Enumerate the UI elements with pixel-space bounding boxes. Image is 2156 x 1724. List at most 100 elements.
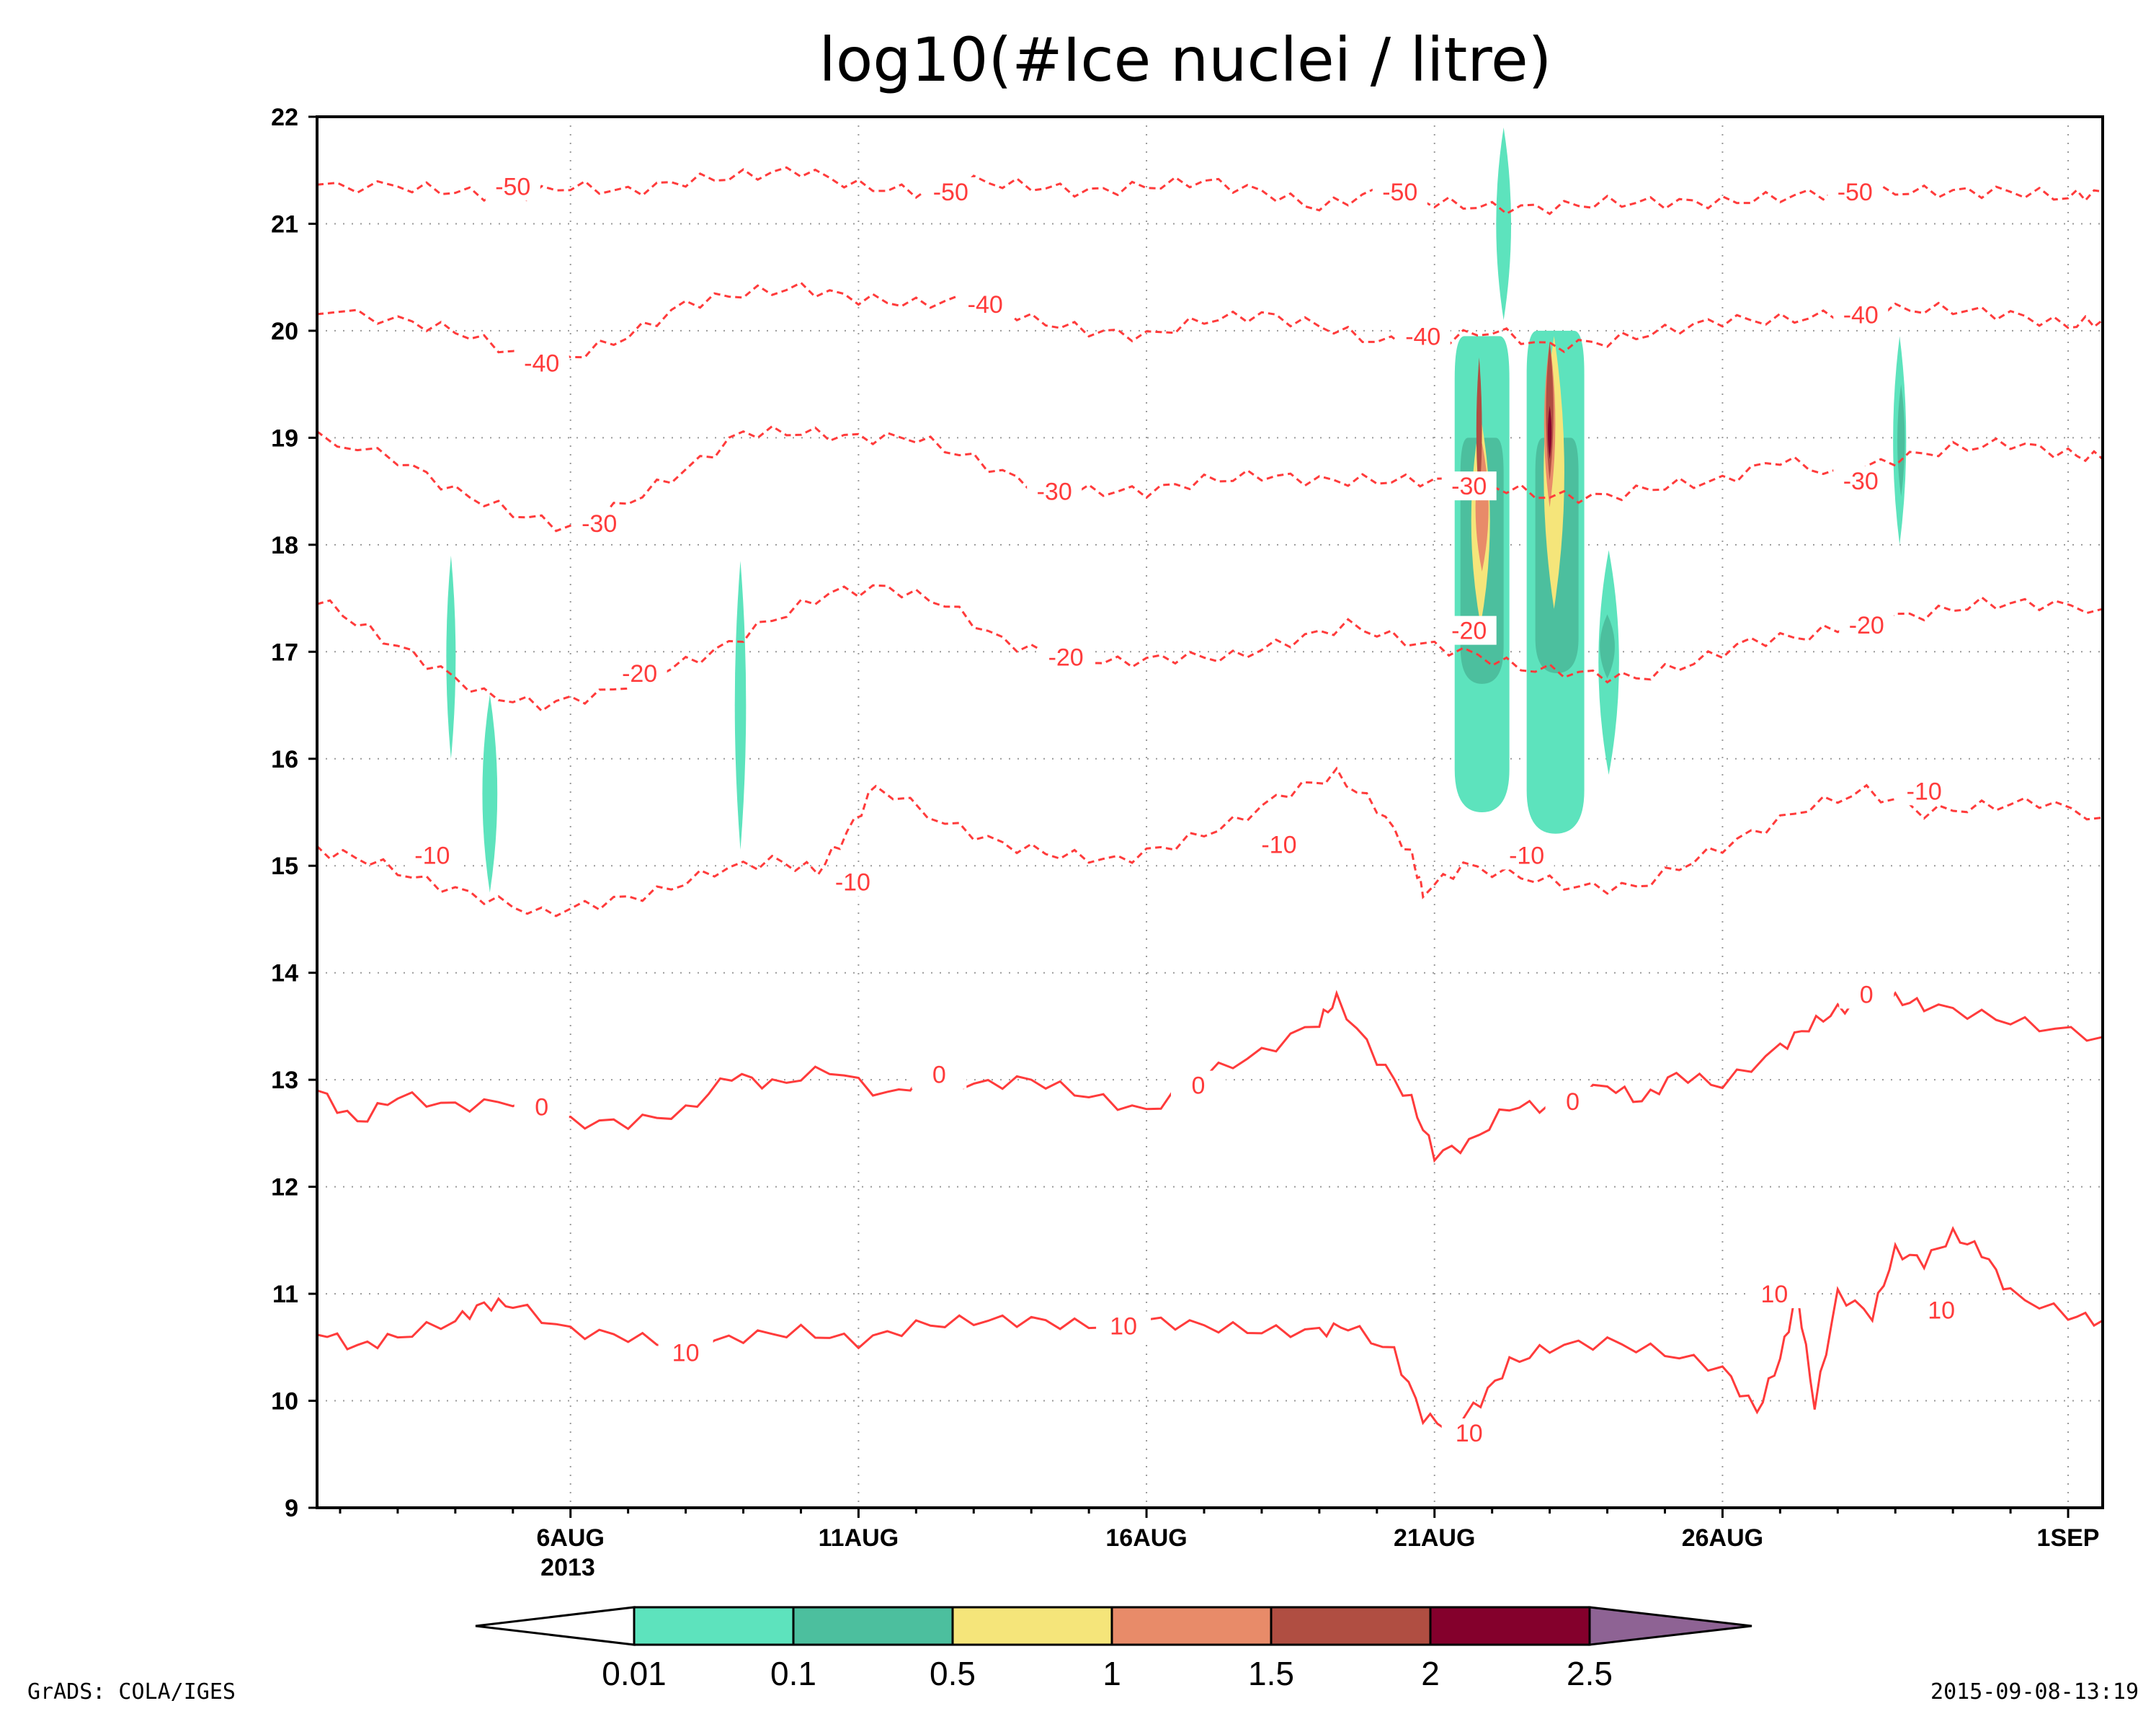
x-tick-label: 11AUG (819, 1524, 899, 1552)
shaded-region (1548, 405, 1552, 460)
contour-label: -30 (582, 510, 617, 538)
y-tick-label: 18 (271, 532, 298, 559)
contour-label: -10 (1509, 842, 1544, 869)
colorbar-label: 0.5 (930, 1655, 976, 1692)
contour-label-bg (404, 840, 460, 870)
contour-label-bg (1499, 840, 1554, 870)
contour-label-bg (571, 509, 627, 538)
y-tick-label: 19 (271, 425, 298, 452)
contour-label: 10 (1110, 1313, 1137, 1341)
contour-label: -40 (1405, 323, 1440, 350)
shaded-region (1897, 384, 1905, 497)
contour-label-bg (1038, 642, 1094, 672)
contour-label-bg (514, 1092, 569, 1121)
grid-lines (317, 117, 2103, 1508)
contour-label-bg (1839, 610, 1894, 640)
colorbar-box (1110, 1606, 1273, 1646)
contour-line-10 (316, 1225, 2103, 1431)
contour-label: -10 (835, 869, 870, 897)
footer-right: 2015-09-08-13:19 (1930, 1679, 2139, 1705)
contour-label: -20 (1048, 644, 1084, 672)
colorbar-box (633, 1606, 795, 1646)
contour-label-bg (1897, 776, 1952, 806)
contour-label: -40 (524, 350, 559, 377)
colorbar-box (1429, 1606, 1591, 1646)
contour-label-bg (1833, 466, 1889, 495)
y-tick-label: 11 (272, 1281, 298, 1308)
contour-label-bg (1914, 1295, 1969, 1325)
contour-line-minus20 (316, 584, 2103, 713)
contour-label: 0 (535, 1093, 548, 1121)
colorbar (475, 1606, 1752, 1646)
contour-label-bg (1839, 979, 1894, 1009)
contour-label: -10 (1261, 832, 1296, 859)
shaded-region (734, 561, 747, 850)
contour-label: -50 (1382, 179, 1417, 206)
contour-label-bg (958, 289, 1013, 319)
colorbar-label: 1 (1102, 1655, 1121, 1692)
contour-label-bg (912, 1059, 967, 1089)
contour-label-bg (825, 867, 881, 897)
x-tick-label: 26AUG (1682, 1524, 1763, 1552)
contour-label: -30 (1037, 479, 1072, 506)
x-year-label: 2013 (540, 1554, 595, 1581)
contour-label: -30 (1843, 468, 1879, 495)
contour-label: -20 (1451, 618, 1487, 645)
colorbar-box (951, 1606, 1113, 1646)
contour-label: -40 (1843, 302, 1879, 329)
contour-label: -40 (968, 291, 1003, 319)
y-tick-label: 22 (271, 104, 298, 131)
contour-label-bg (1395, 321, 1451, 351)
contour-label-bg (1441, 471, 1497, 501)
x-tick-label: 1SEP (2037, 1524, 2100, 1552)
y-tick-label: 14 (271, 960, 298, 987)
y-tick-label: 15 (271, 853, 298, 880)
contour-label: 10 (1760, 1281, 1788, 1308)
contour-line-minus40 (316, 281, 2103, 363)
colorbar-label: 0.01 (602, 1655, 667, 1692)
contour-label-bg (1027, 476, 1082, 506)
contour-label: 10 (1456, 1420, 1483, 1447)
contour-label: -10 (1907, 778, 1942, 805)
contour-line-0 (316, 990, 2103, 1163)
shaded-region (1476, 357, 1482, 502)
contour-labels: -50 -50 -50 -50 -40 -40 -40 -40 -30 -30 -30 -30 -20 -… (404, 172, 1969, 1448)
x-tick-label: 21AUG (1394, 1524, 1475, 1552)
contour-label-bg (1171, 1070, 1226, 1100)
colorbar-labels: 0.01 0.1 0.5 1 1.5 2 2.5 (602, 1655, 1613, 1692)
contour-label-bg (658, 1338, 713, 1367)
contour-label: -30 (1451, 473, 1487, 500)
plot-frame (316, 115, 2104, 1509)
colorbar-label: 2.5 (1567, 1655, 1613, 1692)
chart-title: log10(#Ice nuclei / litre) (819, 25, 1552, 95)
x-tick-label: 6AUG (536, 1524, 604, 1552)
y-tick-label: 17 (271, 639, 298, 666)
y-tick-label: 20 (271, 318, 298, 345)
y-tick-label: 9 (285, 1495, 298, 1522)
contour-label: 0 (1566, 1088, 1580, 1116)
contour-label-bg (1747, 1279, 1802, 1309)
contour-label-bg (1545, 1086, 1600, 1116)
contour-label: -20 (1849, 612, 1884, 639)
contour-label-bg (1827, 177, 1883, 206)
ice-nuclei-shading (446, 127, 1907, 893)
temperature-contours (316, 166, 2104, 1431)
y-tick-label: 10 (271, 1388, 298, 1416)
contour-label-bg (1441, 1418, 1497, 1448)
contour-label-bg (1833, 300, 1889, 329)
contour-label: -50 (495, 174, 530, 201)
y-tick-label: 16 (271, 746, 298, 773)
x-axis: 6AUG 11AUG 16AUG 21AUG 26AUG 1SEP (339, 1508, 2100, 1552)
contour-label-bg (1096, 1311, 1152, 1341)
y-tick-label: 12 (271, 1174, 298, 1201)
contour-label: 0 (932, 1062, 946, 1089)
contour-label-bg (1441, 616, 1497, 645)
y-tick-label: 13 (271, 1067, 298, 1094)
x-tick-label: 16AUG (1105, 1524, 1187, 1552)
contour-label-bg (612, 659, 667, 688)
contour-label: -20 (622, 660, 657, 688)
contour-label: -50 (1838, 179, 1873, 206)
colorbar-label: 1.5 (1248, 1655, 1294, 1692)
colorbar-box (1270, 1606, 1432, 1646)
